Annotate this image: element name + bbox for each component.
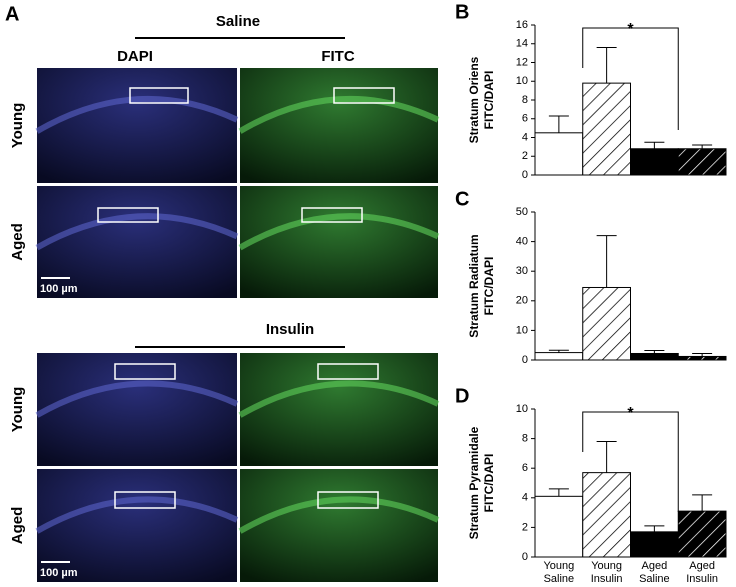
bar bbox=[677, 510, 727, 558]
x-tick-label: Aged Saline bbox=[639, 560, 670, 585]
bar bbox=[677, 148, 727, 176]
y-tick-label: 2 bbox=[522, 150, 528, 162]
y-tick-label: 0 bbox=[522, 169, 528, 181]
y-tick-label: 6 bbox=[522, 113, 528, 125]
y-tick-label: 10 bbox=[516, 403, 528, 415]
bar bbox=[630, 531, 679, 558]
y-axis-label: Stratum Pyramidale bbox=[467, 426, 481, 539]
group-title: Insulin bbox=[266, 321, 314, 338]
micrograph bbox=[240, 186, 438, 298]
tissue-band bbox=[238, 95, 440, 134]
error-bar bbox=[548, 488, 569, 497]
error-bar bbox=[692, 494, 713, 512]
micrograph bbox=[37, 68, 237, 183]
tissue-band bbox=[35, 95, 239, 134]
tissue-band bbox=[238, 380, 440, 418]
bar bbox=[677, 355, 727, 361]
y-tick-label: 20 bbox=[516, 295, 528, 307]
bar bbox=[582, 472, 631, 558]
error-bar bbox=[596, 235, 617, 288]
y-tick-label: 6 bbox=[522, 462, 528, 474]
micrograph bbox=[37, 353, 237, 466]
bar bbox=[534, 352, 584, 361]
y-tick-label: 4 bbox=[522, 131, 528, 143]
tissue-band bbox=[35, 380, 239, 418]
tissue-band bbox=[35, 496, 239, 534]
significance-bracket bbox=[582, 27, 679, 130]
tissue-band bbox=[35, 213, 239, 251]
x-tick-label: Aged Insulin bbox=[686, 560, 719, 585]
y-tick-label: 10 bbox=[516, 324, 528, 336]
x-tick-label: Young Saline bbox=[543, 560, 575, 585]
significance-label: * bbox=[627, 21, 634, 38]
error-bar bbox=[548, 349, 569, 353]
row-label: Young bbox=[9, 103, 26, 149]
roi-box bbox=[114, 491, 176, 509]
y-tick-label: 12 bbox=[516, 56, 528, 68]
roi-box bbox=[333, 87, 395, 104]
scale-bar-label: 100 µm bbox=[40, 567, 78, 579]
y-tick-label: 0 bbox=[522, 354, 528, 366]
tissue-band bbox=[238, 213, 440, 251]
roi-box bbox=[129, 87, 189, 104]
bar bbox=[582, 286, 631, 361]
row-label: Aged bbox=[9, 507, 26, 545]
scale-bar-label: 100 µm bbox=[40, 283, 78, 295]
micrograph bbox=[37, 469, 237, 582]
roi-box bbox=[114, 363, 176, 380]
significance-bracket bbox=[582, 411, 679, 512]
tissue-band bbox=[238, 496, 440, 534]
error-bar bbox=[692, 352, 713, 357]
panel-label: A bbox=[5, 3, 19, 25]
error-bar bbox=[644, 350, 665, 354]
y-tick-label: 14 bbox=[516, 38, 528, 50]
roi-box bbox=[317, 491, 379, 509]
bar bbox=[630, 352, 679, 361]
error-bar bbox=[692, 144, 713, 149]
y-axis-label: Stratum Oriens bbox=[467, 56, 481, 143]
y-tick-label: 50 bbox=[516, 206, 528, 218]
y-tick-label: 40 bbox=[516, 236, 528, 248]
panel-label: B bbox=[455, 1, 469, 23]
error-bar bbox=[644, 525, 665, 532]
error-bar bbox=[596, 47, 617, 84]
micrograph bbox=[240, 68, 438, 183]
row-label: Young bbox=[9, 387, 26, 433]
panel-label: D bbox=[455, 385, 469, 407]
roi-box bbox=[317, 363, 379, 380]
y-axis-label: FITC/DAPI bbox=[482, 454, 496, 513]
y-tick-label: 2 bbox=[522, 521, 528, 533]
bar bbox=[582, 82, 631, 176]
bar bbox=[630, 148, 679, 176]
y-tick-label: 8 bbox=[522, 94, 528, 106]
bar bbox=[534, 132, 584, 176]
significance-label: * bbox=[627, 405, 634, 422]
y-axis-label: Stratum Radiatum bbox=[467, 234, 481, 337]
row-label: Aged bbox=[9, 223, 26, 261]
y-tick-label: 30 bbox=[516, 265, 528, 277]
error-bar bbox=[548, 115, 569, 133]
column-label: DAPI bbox=[117, 48, 153, 65]
y-axis-label: FITC/DAPI bbox=[482, 71, 496, 130]
roi-box bbox=[301, 207, 363, 223]
y-axis-label: FITC/DAPI bbox=[482, 257, 496, 316]
y-tick-label: 0 bbox=[522, 551, 528, 563]
group-title: Saline bbox=[216, 13, 260, 30]
bar bbox=[534, 495, 584, 558]
error-bar bbox=[596, 441, 617, 473]
x-tick-label: Young Insulin bbox=[590, 560, 623, 585]
y-tick-label: 16 bbox=[516, 19, 528, 31]
y-tick-label: 4 bbox=[522, 492, 528, 504]
panel-label: C bbox=[455, 188, 469, 210]
micrograph bbox=[240, 469, 438, 582]
y-tick-label: 10 bbox=[516, 75, 528, 87]
micrograph bbox=[37, 186, 237, 298]
micrograph bbox=[240, 353, 438, 466]
y-tick-label: 8 bbox=[522, 433, 528, 445]
error-bar bbox=[644, 141, 665, 149]
column-label: FITC bbox=[321, 48, 354, 65]
roi-box bbox=[97, 207, 159, 223]
